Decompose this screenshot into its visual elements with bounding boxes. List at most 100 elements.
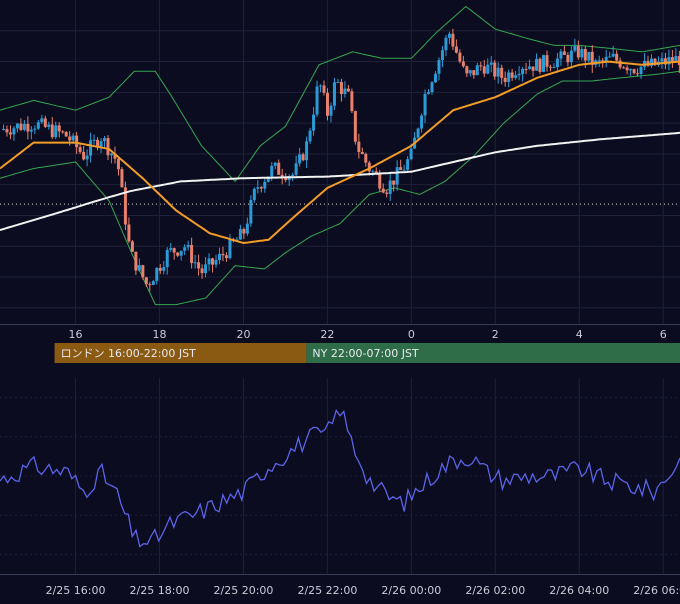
- candle-body-104: [364, 153, 368, 163]
- candle-body-2: [8, 132, 12, 135]
- candle-body-111: [388, 180, 392, 194]
- candle-body-108: [378, 173, 382, 189]
- candle-body-102: [357, 141, 361, 152]
- candle-body-64: [224, 255, 228, 259]
- candle-body-191: [667, 57, 671, 65]
- candle-body-76: [266, 176, 270, 182]
- candle-body-121: [423, 93, 427, 116]
- candle-body-32: [113, 153, 117, 159]
- main-x-tick-label-6: 4: [576, 328, 583, 341]
- candle-body-39: [137, 265, 141, 271]
- candle-body-80: [280, 174, 284, 178]
- candle-body-115: [402, 169, 406, 171]
- long-moving-average-line: [0, 131, 680, 231]
- candle-body-109: [381, 188, 385, 193]
- candle-body-190: [663, 58, 667, 65]
- candle-body-194: [677, 56, 680, 66]
- candle-body-89: [312, 114, 316, 131]
- osc-x-tick-label-7: 2/26 06:00: [633, 584, 680, 597]
- candle-body-116: [406, 159, 410, 170]
- candle-body-164: [573, 45, 577, 51]
- session-london-label: ロンドン 16:00-22:00 JST: [61, 347, 197, 360]
- candle-body-45: [158, 267, 162, 271]
- candle-body-186: [649, 58, 653, 66]
- oscillator-panel: 2/25 16:00 2/25 18:00 2/25 20:00 2/25 22:00…: [0, 378, 680, 597]
- candle-body-112: [392, 180, 396, 185]
- main-x-tick-label-1: 18: [153, 328, 167, 341]
- candle-body-60: [211, 258, 215, 265]
- candle-body-0: [1, 129, 5, 131]
- candle-body-33: [116, 158, 120, 170]
- candle-body-172: [601, 60, 605, 62]
- candle-body-138: [482, 66, 486, 74]
- candle-body-183: [639, 66, 643, 75]
- candle-body-12: [43, 118, 47, 127]
- candle-body-57: [200, 268, 204, 274]
- candle-body-90: [315, 86, 319, 115]
- candle-body-124: [433, 73, 437, 83]
- candle-body-10: [36, 122, 40, 129]
- candle-body-11: [40, 118, 44, 123]
- main-x-tick-label-3: 22: [320, 328, 334, 341]
- candle-body-182: [636, 73, 640, 75]
- candle-body-74: [259, 187, 263, 189]
- osc-x-tick-label-1: 2/25 18:00: [130, 584, 190, 597]
- candle-body-42: [148, 284, 152, 286]
- candle-body-7: [26, 123, 30, 132]
- oscillator-line: [0, 409, 680, 548]
- candle-body-189: [660, 58, 664, 62]
- candle-body-92: [322, 85, 326, 93]
- candle-body-179: [625, 67, 629, 71]
- candle-body-91: [319, 85, 323, 87]
- candle-body-128: [447, 33, 451, 38]
- candle-body-129: [451, 33, 455, 47]
- candle-body-77: [270, 165, 274, 177]
- candle-body-134: [468, 70, 472, 74]
- candle-body-30: [106, 138, 110, 156]
- candle-body-37: [130, 241, 134, 252]
- candle-body-52: [183, 247, 187, 251]
- candle-body-160: [559, 51, 563, 59]
- candle-body-147: [514, 75, 518, 78]
- candle-body-94: [329, 105, 333, 116]
- candle-body-122: [427, 92, 431, 94]
- candle-body-153: [535, 58, 539, 71]
- candle-body-157: [548, 66, 552, 68]
- candle-body-123: [430, 82, 434, 93]
- candle-body-27: [96, 139, 100, 148]
- candle-body-98: [343, 88, 347, 95]
- candle-body-114: [399, 167, 403, 171]
- candle-body-131: [458, 52, 462, 62]
- candle-body-177: [618, 60, 622, 68]
- candle-body-28: [99, 141, 103, 148]
- candle-body-5: [19, 123, 23, 130]
- candle-body-105: [367, 162, 371, 172]
- candle-body-70: [245, 223, 249, 234]
- candle-body-56: [197, 262, 201, 269]
- candle-body-159: [555, 58, 559, 68]
- candle-body-31: [109, 153, 113, 156]
- candle-body-96: [336, 81, 340, 83]
- candle-body-85: [298, 154, 302, 164]
- candle-body-151: [528, 66, 532, 70]
- candle-body-165: [576, 45, 580, 58]
- candle-body-168: [587, 51, 591, 61]
- candle-body-62: [217, 253, 221, 261]
- candle-body-59: [207, 258, 211, 265]
- candle-body-71: [249, 200, 253, 224]
- candle-body-106: [371, 171, 375, 173]
- candle-body-19: [68, 136, 72, 141]
- candle-body-161: [562, 51, 566, 55]
- osc-x-tick-label-5: 2/26 02:00: [465, 584, 525, 597]
- candle-body-178: [622, 67, 626, 69]
- candle-body-142: [496, 67, 500, 77]
- candle-body-24: [85, 155, 89, 160]
- candle-body-193: [674, 56, 678, 62]
- candle-body-84: [294, 163, 298, 175]
- candle-body-20: [71, 135, 75, 141]
- candle-body-126: [440, 50, 444, 60]
- candle-body-35: [123, 187, 127, 225]
- candle-body-101: [353, 111, 357, 142]
- candle-body-6: [22, 123, 26, 130]
